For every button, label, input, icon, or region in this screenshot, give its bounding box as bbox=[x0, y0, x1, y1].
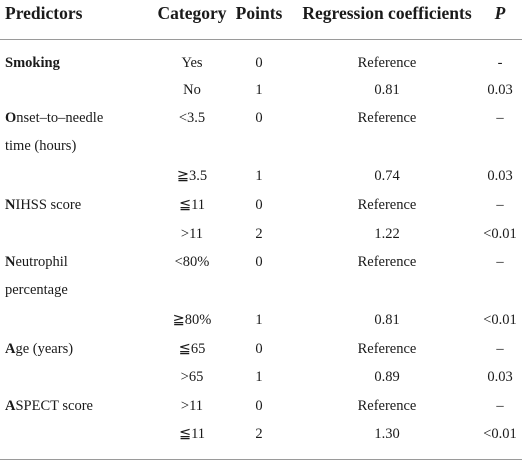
p-value-cell: 0.03 bbox=[487, 82, 513, 98]
points-cell: 0 bbox=[255, 55, 263, 71]
header-rule bbox=[0, 39, 522, 40]
points-cell: 1 bbox=[255, 312, 263, 328]
category-cell: No bbox=[183, 82, 201, 98]
predictor-initial: S bbox=[5, 55, 14, 71]
category-cell: <3.5 bbox=[178, 110, 206, 126]
predictor-rest: eutrophil bbox=[15, 254, 68, 270]
category-cell: >65 bbox=[180, 369, 204, 385]
coefficient-cell: 0.74 bbox=[374, 168, 400, 184]
predictor-label: Onset–to–needle bbox=[5, 110, 103, 127]
points-cell: 0 bbox=[255, 341, 263, 357]
p-value-cell: – bbox=[496, 254, 504, 270]
predictor-initial: A bbox=[5, 398, 16, 414]
category-cell: >11 bbox=[180, 398, 204, 414]
p-value-cell: – bbox=[496, 110, 504, 126]
p-value-cell: – bbox=[496, 398, 504, 414]
category-cell: ≦65 bbox=[178, 341, 206, 357]
points-cell: 0 bbox=[255, 254, 263, 270]
category-cell: ≧3.5 bbox=[176, 168, 208, 184]
predictor-label: NIHSS score bbox=[5, 197, 81, 214]
points-cell: 2 bbox=[255, 226, 263, 242]
coefficient-cell: Reference bbox=[357, 254, 417, 270]
category-cell: <80% bbox=[174, 254, 210, 270]
p-value-cell: 0.03 bbox=[487, 168, 513, 184]
coefficient-cell: 0.89 bbox=[374, 369, 400, 385]
predictor-label: ASPECT score bbox=[5, 398, 93, 415]
header-predictors: Predictors bbox=[5, 3, 83, 23]
predictor-rest: moking bbox=[13, 55, 60, 71]
predictor-label: Smoking bbox=[5, 55, 60, 72]
category-cell: ≦11 bbox=[178, 426, 206, 442]
p-value-cell: - bbox=[497, 55, 503, 71]
points-cell: 0 bbox=[255, 197, 263, 213]
category-cell: ≧80% bbox=[172, 312, 212, 328]
predictor-label: Age (years) bbox=[5, 341, 73, 358]
p-value-cell: <0.01 bbox=[483, 226, 517, 242]
coefficient-cell: Reference bbox=[357, 55, 417, 71]
predictor-label-line2: time (hours) bbox=[5, 138, 77, 154]
header-regression-coefficients: Regression coefficients bbox=[302, 3, 472, 23]
predictor-rest: nset–to–needle bbox=[16, 110, 104, 126]
points-cell: 0 bbox=[255, 398, 263, 414]
coefficient-cell: 0.81 bbox=[374, 312, 400, 328]
coefficient-cell: Reference bbox=[357, 110, 417, 126]
coefficient-cell: 1.30 bbox=[374, 426, 400, 442]
predictor-initial: A bbox=[5, 341, 16, 357]
predictor-initial: N bbox=[5, 197, 16, 213]
coefficient-cell: 1.22 bbox=[374, 226, 400, 242]
category-cell: >11 bbox=[180, 226, 204, 242]
coefficient-cell: Reference bbox=[357, 197, 417, 213]
points-cell: 1 bbox=[255, 168, 263, 184]
header-p-value: P bbox=[494, 3, 506, 23]
header-category: Category bbox=[157, 3, 227, 23]
predictor-rest: ge (years) bbox=[15, 341, 74, 357]
coefficient-cell: Reference bbox=[357, 398, 417, 414]
coefficient-cell: Reference bbox=[357, 341, 417, 357]
points-cell: 1 bbox=[255, 82, 263, 98]
header-points: Points bbox=[235, 3, 283, 23]
predictor-rest: SPECT score bbox=[15, 398, 93, 414]
bottom-rule bbox=[0, 459, 522, 460]
category-cell: ≦11 bbox=[178, 197, 206, 213]
p-value-cell: <0.01 bbox=[483, 312, 517, 328]
p-value-cell: 0.03 bbox=[487, 369, 513, 385]
points-cell: 1 bbox=[255, 369, 263, 385]
points-cell: 2 bbox=[255, 426, 263, 442]
predictor-initial: O bbox=[5, 110, 17, 126]
points-cell: 0 bbox=[255, 110, 263, 126]
category-cell: Yes bbox=[181, 55, 203, 71]
predictor-label-line2: percentage bbox=[5, 282, 68, 298]
p-value-cell: <0.01 bbox=[483, 426, 517, 442]
predictor-rest: IHSS score bbox=[15, 197, 82, 213]
p-value-cell: – bbox=[496, 197, 504, 213]
predictor-label: Neutrophil bbox=[5, 254, 68, 271]
p-value-cell: – bbox=[496, 341, 504, 357]
coefficient-cell: 0.81 bbox=[374, 82, 400, 98]
predictor-initial: N bbox=[5, 254, 16, 270]
